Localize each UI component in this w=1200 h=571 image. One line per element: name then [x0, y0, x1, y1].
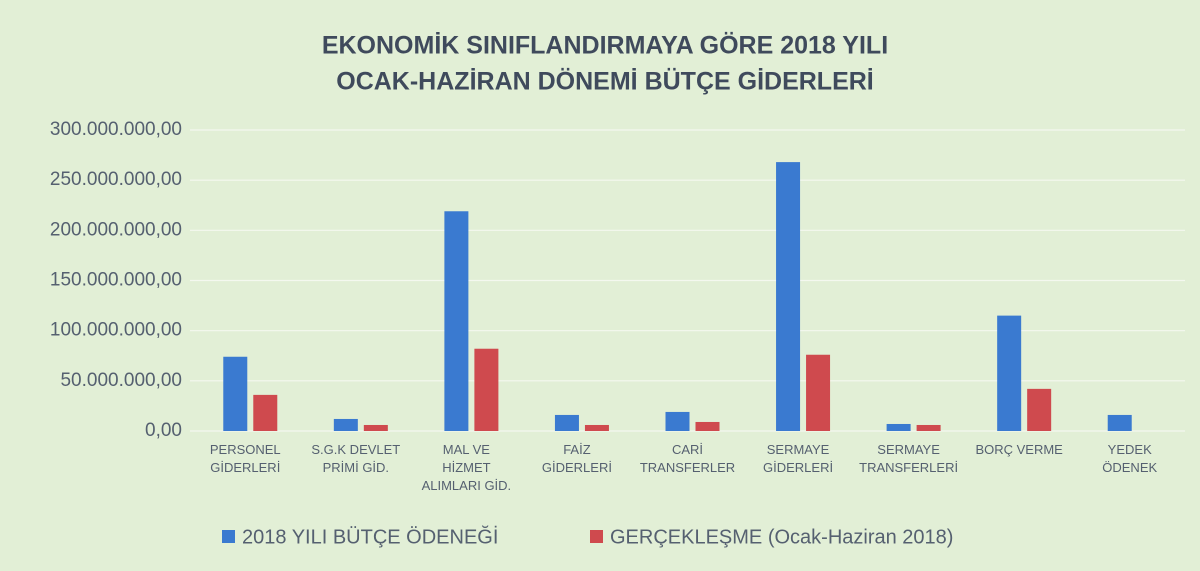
x-tick-label: MAL VE HİZMET ALIMLARI GİD. [422, 442, 512, 493]
x-tick-label: FAİZ GİDERLERİ [542, 442, 612, 475]
x-tick-label: BORÇ VERME [975, 442, 1063, 457]
x-tick-label-line: FAİZ [563, 442, 591, 457]
bar [665, 411, 690, 431]
x-tick-label-line: S.G.K DEVLET [311, 442, 400, 457]
x-tick-label-line: TRANSFERLERİ [859, 460, 958, 475]
x-tick-label-line: SERMAYE [877, 442, 940, 457]
x-tick-label-line: HİZMET [442, 460, 490, 475]
y-tick-label: 200.000.000,00 [50, 219, 182, 240]
bar [806, 354, 831, 431]
bar [444, 211, 469, 431]
x-tick-label-line: CARİ [672, 442, 703, 457]
x-tick-label: S.G.K DEVLET PRİMİ GİD. [311, 442, 400, 475]
x-tick-label-line: GİDERLERİ [763, 460, 833, 475]
x-tick-label-line: GİDERLERİ [210, 460, 280, 475]
x-tick-label-line: ALIMLARI GİD. [422, 478, 512, 493]
bar [223, 356, 248, 431]
bar [776, 162, 801, 431]
chart-title: EKONOMİK SINIFLANDIRMAYA GÖRE 2018 YILI [322, 31, 888, 60]
y-tick-label: 100.000.000,00 [50, 320, 182, 341]
bar [1027, 388, 1052, 431]
bar [363, 424, 388, 431]
x-tick-label-line: BORÇ VERME [975, 442, 1063, 457]
x-tick-label-line: SERMAYE [767, 442, 830, 457]
x-tick-label: SERMAYE TRANSFERLERİ [859, 442, 958, 475]
legend-swatch [590, 530, 603, 543]
x-tick-label-line: PERSONEL [210, 442, 281, 457]
bar [695, 421, 720, 431]
bar [474, 348, 499, 431]
bar [584, 424, 609, 431]
y-tick-label: 0,00 [145, 420, 182, 441]
x-tick-label: PERSONEL GİDERLERİ [210, 442, 281, 475]
x-tick-label: CARİ TRANSFERLER [640, 442, 735, 475]
x-tick-label-line: MAL VE [443, 442, 491, 457]
bar [554, 414, 579, 431]
x-tick-label: SERMAYE GİDERLERİ [763, 442, 833, 475]
legend-label: GERÇEKLEŞME (Ocak-Haziran 2018) [610, 526, 953, 548]
bar [253, 394, 278, 431]
x-tick-label-line: PRİMİ GİD. [323, 460, 389, 475]
legend-swatch [222, 530, 235, 543]
bar [916, 424, 941, 431]
x-tick-label-line: YEDEK [1108, 442, 1152, 457]
y-tick-label: 150.000.000,00 [50, 270, 182, 291]
x-tick-label: YEDEK ÖDENEK [1102, 442, 1157, 475]
bar [333, 418, 358, 431]
chart-title: OCAK-HAZİRAN DÖNEMİ BÜTÇE GİDERLERİ [336, 67, 874, 96]
y-tick-label: 300.000.000,00 [50, 119, 182, 140]
y-tick-label: 50.000.000,00 [60, 370, 182, 391]
bar [1107, 414, 1132, 431]
bar [886, 423, 911, 431]
legend-label: 2018 YILI BÜTÇE ÖDENEĞİ [242, 525, 498, 548]
x-tick-label-line: TRANSFERLER [640, 460, 735, 475]
bar [997, 315, 1022, 431]
x-tick-label-line: GİDERLERİ [542, 460, 612, 475]
x-tick-label-line: ÖDENEK [1102, 460, 1157, 475]
y-tick-label: 250.000.000,00 [50, 169, 182, 190]
